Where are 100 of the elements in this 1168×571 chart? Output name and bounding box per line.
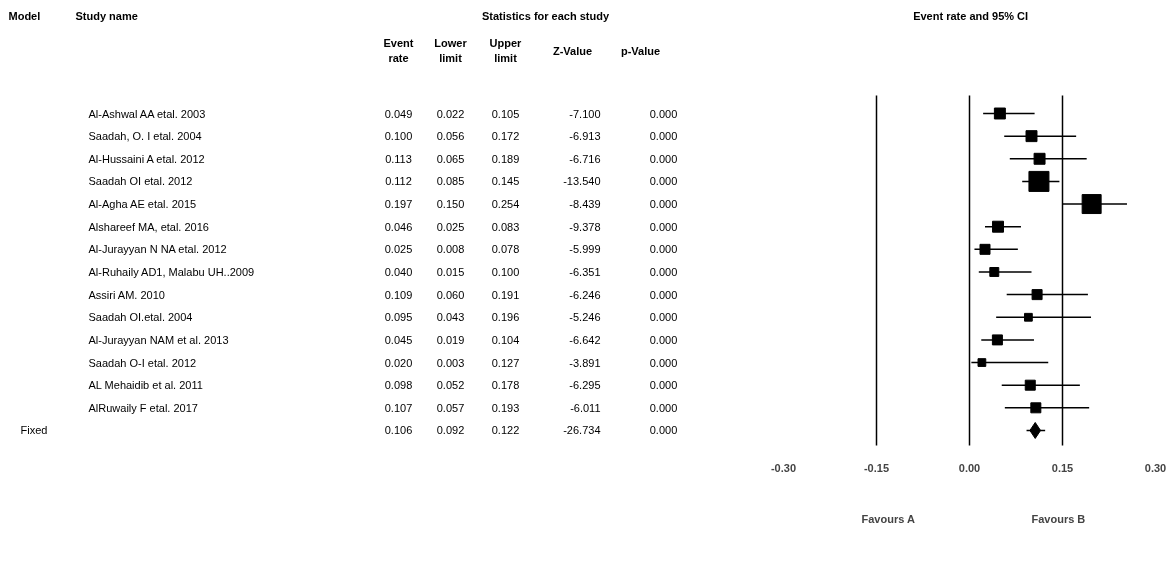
point — [1033, 152, 1046, 165]
text: -6.011 — [570, 401, 601, 414]
text: 0.003 — [436, 356, 465, 369]
text: -5.999 — [569, 243, 601, 256]
text: Z-Value — [552, 44, 593, 57]
text: 0.020 — [384, 356, 413, 369]
text: Favours A — [861, 512, 915, 525]
text: Al-Ruhaily AD1, Malabu UH..2009 — [88, 265, 255, 278]
text: 0.092 — [436, 424, 465, 437]
x-tick-label: 0.30 — [1144, 461, 1167, 474]
text: 0.254 — [491, 198, 520, 211]
x-tick-label: -0.15 — [863, 461, 890, 474]
text: -6.913 — [569, 130, 601, 143]
point — [979, 243, 991, 255]
text: 0.060 — [436, 288, 465, 301]
point — [1030, 402, 1042, 414]
point — [1029, 421, 1042, 439]
text: -5.246 — [569, 311, 601, 324]
text: Assiri AM. 2010 — [88, 288, 165, 301]
text: -6.246 — [569, 288, 601, 301]
text: 0.056 — [436, 130, 465, 143]
text: 0.049 — [384, 107, 413, 120]
text: 0.145 — [491, 175, 520, 188]
text: AL Mehaidib et al. 2011 — [88, 379, 203, 392]
text: 0.043 — [436, 311, 465, 324]
text: 0.008 — [436, 243, 465, 256]
text: Saadah, O. I etal. 2004 — [88, 130, 202, 143]
text: 0.106 — [384, 424, 413, 437]
text: 0.107 — [384, 401, 413, 414]
text: Favours B — [1031, 512, 1086, 525]
text: Event rate — [383, 37, 414, 64]
text: 0.100 — [491, 265, 520, 278]
text: 0.000 — [649, 265, 678, 278]
text: 0.057 — [436, 401, 465, 414]
point — [992, 220, 1004, 233]
chart-title: Event rate and 95% CI — [913, 9, 1029, 22]
text: -8.439 — [569, 198, 601, 211]
text: 0.085 — [436, 175, 465, 188]
text: -6.295 — [569, 379, 601, 392]
text: Saadah O-I etal. 2012 — [88, 356, 197, 369]
text: 0.000 — [649, 198, 678, 211]
text: -26.734 — [563, 424, 601, 437]
text: Alshareef MA, etal. 2016 — [88, 220, 209, 233]
text: 0.015 — [436, 265, 465, 278]
text: 0.025 — [384, 243, 413, 256]
text: -6.351 — [569, 265, 601, 278]
text: Al-Ashwal AA etal. 2003 — [88, 107, 206, 120]
text: 0.172 — [491, 130, 520, 143]
point — [989, 267, 1000, 277]
text: 0.104 — [491, 333, 520, 346]
text: -6.642 — [569, 333, 601, 346]
text: 0.019 — [436, 333, 465, 346]
text: 0.112 — [385, 175, 412, 188]
text: 0.000 — [649, 311, 678, 324]
text: Al-Jurayyan N NA etal. 2012 — [88, 243, 227, 256]
point — [993, 107, 1006, 120]
text: 0.122 — [491, 424, 520, 437]
text: -9.378 — [569, 220, 601, 233]
text: 0.098 — [384, 379, 413, 392]
text: 0.052 — [436, 379, 465, 392]
text: 0.100 — [384, 130, 413, 143]
text: 0.078 — [491, 243, 520, 256]
text: 0.000 — [649, 379, 678, 392]
text: 0.113 — [385, 152, 412, 165]
text: 0.065 — [436, 152, 465, 165]
point — [1024, 379, 1036, 391]
text: 0.193 — [491, 401, 520, 414]
text: 0.000 — [649, 424, 678, 437]
text: 0.000 — [649, 130, 678, 143]
text: 0.000 — [649, 333, 678, 346]
text: -13.540 — [563, 175, 601, 188]
text: 0.000 — [649, 175, 678, 188]
text: 0.040 — [384, 265, 413, 278]
text: 0.000 — [649, 107, 678, 120]
point — [1024, 312, 1033, 322]
x-tick-label: 0.15 — [1051, 461, 1074, 474]
text: 0.191 — [491, 288, 520, 301]
text: p-Value — [620, 44, 661, 57]
text: Saadah OI.etal. 2004 — [88, 311, 193, 324]
x-tick-label: 0.00 — [958, 461, 981, 474]
text: 0.083 — [491, 220, 520, 233]
text: Al-Hussaini A etal. 2012 — [88, 152, 205, 165]
text: 0.025 — [436, 220, 465, 233]
text: 0.000 — [649, 288, 678, 301]
text: 0.000 — [649, 152, 678, 165]
text: 0.095 — [384, 311, 413, 324]
text: Fixed — [20, 424, 48, 437]
text: AlRuwaily F etal. 2017 — [88, 401, 198, 414]
text: 0.046 — [384, 220, 413, 233]
text: Saadah OI etal. 2012 — [88, 175, 193, 188]
text: 0.150 — [436, 198, 465, 211]
text: -3.891 — [569, 356, 601, 369]
text: Lower limit — [434, 37, 468, 64]
text: 0.197 — [384, 198, 413, 211]
text: 0.196 — [491, 311, 520, 324]
text: 0.045 — [384, 333, 413, 346]
text: Model — [8, 9, 41, 22]
text: 0.000 — [649, 401, 678, 414]
text: Statistics for each study — [481, 9, 610, 22]
x-tick-label: -0.30 — [770, 461, 797, 474]
